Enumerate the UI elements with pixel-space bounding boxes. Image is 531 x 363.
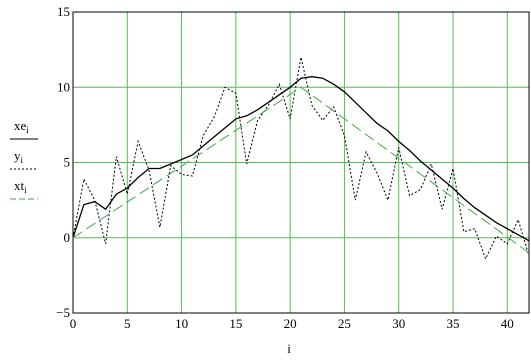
plot-frame [72, 11, 530, 314]
y-tick-label: −5 [56, 305, 70, 320]
series-line-xe [72, 76, 530, 242]
legend-label-y: yi [14, 148, 24, 165]
y-tick-label: 0 [64, 230, 71, 245]
legend: xei yi xti [10, 118, 38, 200]
x-tick-label: 40 [501, 316, 514, 331]
x-tick-label: 10 [175, 316, 188, 331]
series-line-xt [72, 86, 530, 254]
y-tick-label: 5 [64, 155, 71, 170]
y-tick-label: 10 [57, 79, 70, 94]
x-tick-label: 35 [447, 316, 460, 331]
x-axis-label: i [287, 341, 291, 356]
legend-label-xt: xti [14, 178, 27, 195]
x-tick-label: 0 [70, 316, 77, 331]
x-tick-label: 30 [392, 316, 405, 331]
series-lines [72, 57, 530, 261]
y-tick-label: 15 [57, 4, 70, 19]
x-tick-label: 20 [284, 316, 297, 331]
grid-lines [73, 11, 530, 313]
x-axis-tick-labels: 0 5 10 15 20 25 30 35 40 [70, 316, 514, 331]
x-tick-label: 25 [338, 316, 351, 331]
x-tick-label: 5 [124, 316, 131, 331]
x-tick-label: 15 [229, 316, 242, 331]
y-axis-tick-labels: −5 0 5 10 15 [56, 4, 70, 320]
legend-label-xe: xei [14, 118, 29, 135]
